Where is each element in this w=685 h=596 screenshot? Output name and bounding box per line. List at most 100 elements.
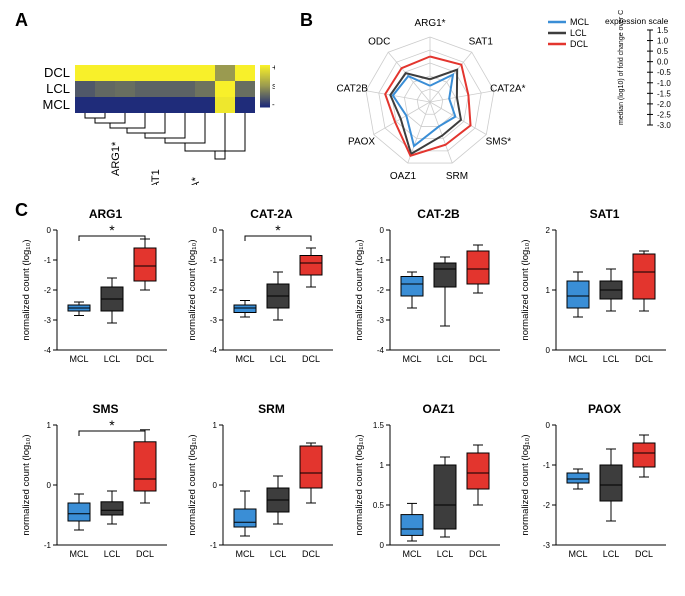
boxplot-ylabel: normalized count (log₁₀) (520, 434, 531, 535)
heatmap-col-label: SAT1 (150, 169, 162, 185)
radar-axis-label: SAT1 (469, 36, 494, 47)
heatmap-cell (235, 81, 255, 97)
svg-text:0.5: 0.5 (372, 501, 384, 510)
boxplot-category-label: MCL (236, 549, 255, 559)
heatmap-row-label: LCL (46, 81, 70, 96)
box-mcl (401, 515, 423, 536)
svg-text:-1: -1 (210, 256, 218, 265)
boxplot-category-label: LCL (436, 549, 453, 559)
heatmap-cell (195, 65, 215, 81)
boxplot-category-label: MCL (568, 549, 587, 559)
dendrogram-line (110, 113, 145, 128)
boxplot-title: PAOX (588, 402, 621, 416)
radar-legend-item: DCL (570, 39, 588, 49)
box-mcl (567, 473, 589, 483)
svg-text:-1: -1 (376, 256, 384, 265)
radar-axis-label: ODC (368, 36, 390, 47)
svg-text:-2: -2 (543, 501, 551, 510)
boxplot-category-label: LCL (104, 549, 121, 559)
boxplot-oaz1: OAZ100.511.5normalized count (log₁₀)MCLL… (348, 395, 514, 590)
heatmap: ARG1*SAT1CAT2A*SMS*SRMOAZ1PAOXCAT2BODCDC… (15, 10, 275, 185)
svg-text:-1: -1 (210, 541, 218, 550)
svg-text:1: 1 (545, 286, 550, 295)
boxplot-category-label: DCL (635, 354, 653, 364)
boxplot-category-label: MCL (402, 549, 421, 559)
radar-axis-label: ARG1* (414, 18, 445, 29)
box-lcl (434, 263, 456, 287)
dendrogram-line (85, 113, 105, 118)
box-lcl (434, 465, 456, 529)
svg-text:1.5: 1.5 (657, 26, 669, 35)
dendrogram-line (185, 113, 245, 151)
svg-text:-1: -1 (44, 256, 52, 265)
boxplot-sms: SMS-101normalized count (log₁₀)MCLLCLDCL… (15, 395, 181, 590)
significance-star: * (109, 222, 115, 238)
box-dcl (134, 248, 156, 281)
svg-text:-4: -4 (44, 346, 52, 355)
svg-text:+1: +1 (272, 63, 275, 72)
svg-text:1.5: 1.5 (372, 421, 384, 430)
svg-text:-3: -3 (376, 316, 384, 325)
boxplot-category-label: LCL (602, 549, 619, 559)
radar-legend-item: MCL (570, 17, 589, 27)
panel-c: C ARG1-4-3-2-10normalized count (log₁₀)M… (15, 200, 680, 590)
boxplot-category-label: MCL (69, 549, 88, 559)
svg-text:0: 0 (379, 226, 384, 235)
box-mcl (567, 281, 589, 308)
boxplot-title: CAT-2B (417, 207, 460, 221)
boxplot-category-label: DCL (136, 549, 154, 559)
boxplot-title: SRM (258, 402, 285, 416)
heatmap-legend-title: SD from mean (272, 84, 275, 91)
heatmap-cell (95, 97, 115, 113)
box-dcl (300, 446, 322, 488)
boxplot-cat-2a: CAT-2A-4-3-2-10normalized count (log₁₀)M… (181, 200, 347, 395)
heatmap-cell (215, 97, 235, 113)
svg-text:0: 0 (213, 226, 218, 235)
svg-text:-4: -4 (376, 346, 384, 355)
heatmap-row-label: DCL (44, 65, 70, 80)
heatmap-cell (95, 81, 115, 97)
heatmap-cell (135, 81, 155, 97)
svg-text:-3: -3 (210, 316, 218, 325)
box-lcl (600, 465, 622, 501)
radar-axis-label: SRM (446, 171, 468, 182)
box-dcl (300, 256, 322, 276)
svg-text:-1.0: -1.0 (657, 79, 671, 88)
svg-text:1: 1 (379, 461, 384, 470)
svg-text:0: 0 (213, 481, 218, 490)
svg-text:-2.0: -2.0 (657, 100, 671, 109)
boxplot-category-label: DCL (302, 354, 320, 364)
boxplot-title: ARG1 (89, 207, 123, 221)
heatmap-cell (195, 81, 215, 97)
heatmap-cell (235, 97, 255, 113)
box-dcl (467, 453, 489, 489)
box-mcl (234, 509, 256, 527)
boxplot-title: OAZ1 (422, 402, 454, 416)
svg-text:0: 0 (379, 541, 384, 550)
heatmap-cell (135, 97, 155, 113)
dendrogram-line (127, 113, 165, 133)
boxplot-row-1: ARG1-4-3-2-10normalized count (log₁₀)MCL… (15, 200, 680, 395)
svg-text:2: 2 (545, 226, 550, 235)
significance-star: * (109, 417, 115, 433)
svg-text:0: 0 (545, 421, 550, 430)
radar-scale-subtitle: median (log10) of fold change over CD45 (618, 10, 625, 125)
boxplot-category-label: LCL (602, 354, 619, 364)
radar-chart: ARG1*SAT1CAT2A*SMS*SRMOAZ1PAOXCAT2BODCMC… (300, 10, 680, 190)
boxplot-category-label: DCL (302, 549, 320, 559)
panel-a-label: A (15, 10, 28, 31)
significance-star: * (276, 222, 282, 238)
radar-axis-label: OAZ1 (390, 171, 417, 182)
svg-text:0: 0 (47, 226, 52, 235)
svg-text:-4: -4 (210, 346, 218, 355)
boxplot-category-label: MCL (568, 354, 587, 364)
panel-b: B ARG1*SAT1CAT2A*SMS*SRMOAZ1PAOXCAT2BODC… (300, 10, 680, 190)
heatmap-cell (75, 97, 95, 113)
panel-b-label: B (300, 10, 313, 31)
dendrogram-line (215, 113, 225, 159)
svg-text:-3: -3 (44, 316, 52, 325)
radar-axis-label: SMS* (486, 137, 512, 148)
heatmap-cell (195, 97, 215, 113)
radar-scale-title: expression scale (605, 16, 669, 26)
boxplot-category-label: LCL (104, 354, 121, 364)
